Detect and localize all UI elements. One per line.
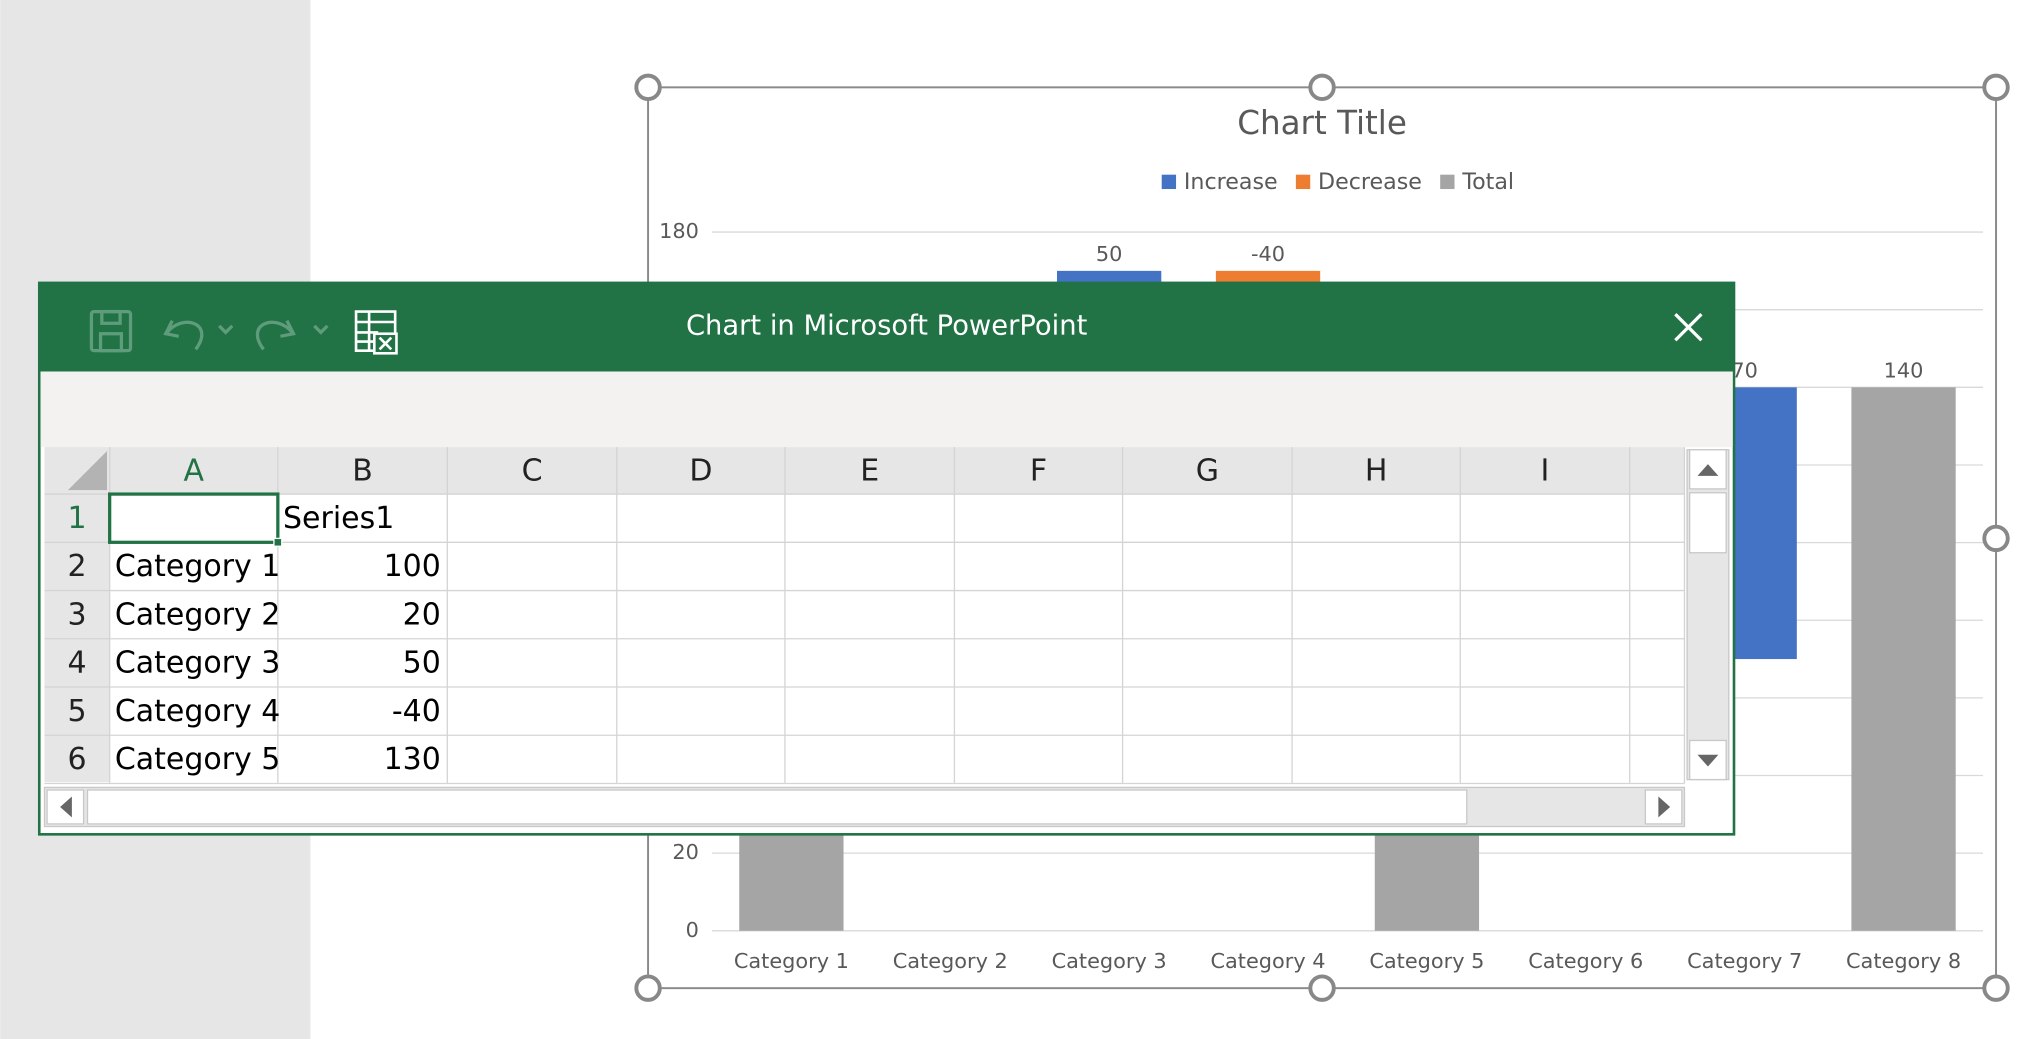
data-label: 70	[1731, 359, 1758, 383]
resize-handles[interactable]	[634, 73, 2010, 1002]
column-header: H	[1365, 453, 1388, 488]
legend-swatch	[1440, 174, 1455, 190]
legend-label: Increase	[1184, 169, 1278, 195]
handle[interactable]	[1982, 974, 2010, 1002]
data-label: 140	[1884, 359, 1924, 383]
column-header: G	[1196, 453, 1219, 488]
handle[interactable]	[1982, 524, 2010, 553]
cell[interactable]: Category 4	[115, 694, 281, 729]
row-header: 1	[68, 501, 87, 536]
column-header: F	[1030, 453, 1047, 488]
fill-handle	[273, 537, 283, 547]
cell[interactable]: Category 2	[115, 597, 281, 632]
row-header-bar	[44, 447, 110, 783]
row-header: 5	[68, 694, 87, 729]
x-tick-label: Category 8	[1846, 949, 1961, 973]
chart-title: Chart Title	[1237, 104, 1407, 142]
cell[interactable]: Category 3	[115, 646, 281, 681]
cell[interactable]: Category 5	[115, 742, 281, 777]
scroll-thumb[interactable]	[1689, 492, 1727, 554]
title-bar	[39, 282, 1735, 372]
x-tick-label: Category 4	[1210, 949, 1325, 973]
scroll-left[interactable]	[46, 789, 85, 825]
column-header: D	[689, 453, 712, 488]
legend-swatch	[1295, 174, 1311, 190]
window-title: Chart in Microsoft PowerPoint	[686, 311, 1088, 342]
redo-button[interactable]	[255, 319, 329, 351]
column-header-bar	[44, 447, 1685, 495]
cell[interactable]: -40	[392, 694, 441, 729]
handle[interactable]	[1308, 73, 1336, 102]
save-button[interactable]	[89, 309, 133, 353]
handle[interactable]	[1308, 974, 1336, 1002]
spreadsheet-window: Chart in Microsoft PowerPoint A B C D E F G H I 1…	[37, 281, 1736, 836]
legend-swatch	[1161, 174, 1177, 190]
x-tick-label: Category 1	[734, 949, 849, 973]
bar	[1851, 387, 1956, 931]
scroll-thumb[interactable]	[86, 789, 1468, 825]
handle[interactable]	[1982, 73, 2010, 102]
x-tick-label: Category 3	[1052, 949, 1167, 973]
handle[interactable]	[634, 73, 662, 102]
legend: Increase Decrease Total	[1161, 169, 1514, 195]
x-tick-label: Category 5	[1369, 949, 1484, 973]
cell[interactable]: 20	[403, 597, 441, 632]
undo-button[interactable]	[163, 319, 234, 351]
data-label: 50	[1096, 242, 1123, 266]
arrow	[60, 796, 72, 818]
row-header: 2	[68, 549, 87, 584]
column-header: I	[1541, 453, 1550, 488]
x-tick-label: Category 6	[1528, 949, 1643, 973]
row-header: 3	[68, 597, 87, 632]
legend-label: Decrease	[1318, 169, 1422, 195]
column-header: E	[860, 453, 879, 488]
cell[interactable]: Category 1	[115, 549, 281, 584]
edit-in-excel-button[interactable]	[354, 310, 398, 355]
column-header: C	[522, 453, 543, 488]
x-tick-label: Category 7	[1687, 949, 1802, 973]
x-tick-label: Category 2	[893, 949, 1008, 973]
close-button[interactable]	[1674, 313, 1703, 342]
row-header: 4	[68, 646, 87, 681]
arrow	[1697, 754, 1719, 767]
data-label: -40	[1251, 242, 1285, 266]
cell[interactable]: Series1	[283, 501, 394, 536]
cell[interactable]: 50	[403, 646, 441, 681]
column-header: B	[352, 453, 373, 488]
cell[interactable]: 130	[384, 742, 441, 777]
cell[interactable]: 100	[384, 549, 441, 584]
formula-area	[40, 371, 1733, 448]
y-tick-label: 180	[659, 219, 699, 243]
active-cell	[108, 492, 280, 544]
column-header: A	[183, 453, 204, 488]
row-header: 6	[68, 742, 87, 777]
y-tick-label: 20	[672, 840, 699, 864]
y-tick-label: 0	[686, 918, 699, 942]
handle[interactable]	[634, 974, 662, 1002]
legend-label: Total	[1461, 169, 1514, 195]
arrow	[1697, 464, 1719, 476]
arrow	[1658, 796, 1671, 818]
